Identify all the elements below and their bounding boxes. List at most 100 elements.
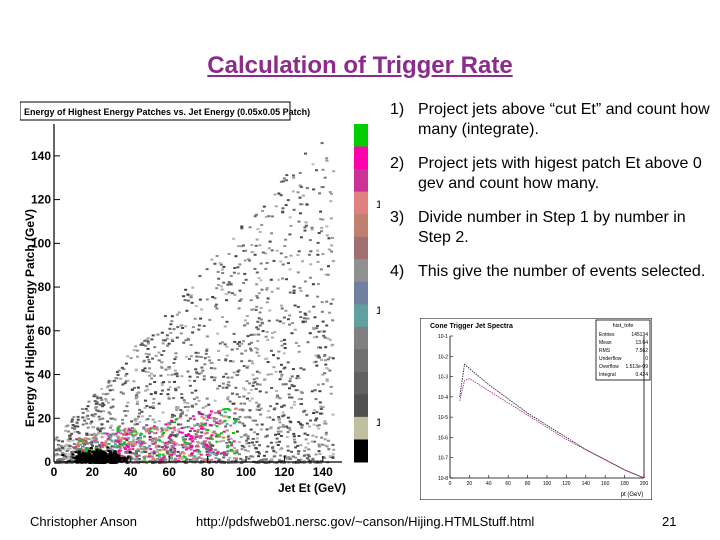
scatter-cell-colored — [214, 457, 218, 460]
scatter-cell — [135, 396, 139, 399]
scatter-cell — [255, 377, 259, 380]
scatter-cell — [295, 377, 299, 380]
scatter-cell — [65, 457, 69, 460]
scatter-cell — [208, 441, 211, 444]
scatter-cell — [300, 426, 304, 429]
scatter-cell — [296, 305, 300, 308]
scatter-cell — [237, 272, 240, 275]
scatter-cell-core — [91, 455, 95, 458]
scatter-cell — [100, 398, 104, 401]
scatter-cell — [170, 320, 174, 323]
scatter-cell — [216, 270, 220, 273]
scatter-cell-colored — [233, 457, 237, 460]
scatter-cell — [243, 388, 247, 391]
scatter-cell-colored — [218, 419, 222, 422]
stats-key: Underflow — [599, 356, 622, 362]
scatter-cell — [224, 425, 228, 428]
scatter-cell-colored — [77, 439, 81, 442]
scatter-cell — [145, 424, 149, 427]
scatter-cell — [326, 337, 330, 340]
scatter-cell — [102, 410, 106, 413]
scatter-cell — [141, 369, 145, 372]
scatter-cell — [148, 374, 152, 377]
stats-key: RMS — [599, 348, 611, 354]
scatter-cell — [107, 401, 110, 404]
scatter-cell — [292, 438, 296, 441]
scatter-cell — [269, 426, 273, 429]
scatter-cell — [246, 437, 250, 440]
scatter-cell-colored — [196, 428, 200, 431]
scatter-cell-colored — [205, 431, 209, 434]
scatter-cell-colored — [200, 441, 204, 444]
scatter-cell — [191, 331, 195, 334]
scatter-cell — [177, 386, 181, 389]
scatter-cell-colored — [156, 428, 160, 431]
scatter-cell-colored — [195, 458, 199, 461]
scatter-cell — [156, 333, 160, 336]
scatter-cell — [240, 461, 244, 464]
scatter-cell — [76, 430, 80, 433]
scatter-cell — [248, 359, 251, 362]
scatter-cell — [236, 418, 240, 421]
scatter-cell — [259, 428, 263, 431]
scatter-cell — [55, 436, 59, 439]
scatter-cell — [258, 383, 262, 386]
scatter-cell — [67, 430, 71, 433]
scatter-cell — [259, 407, 263, 410]
scatter-cell — [93, 413, 97, 416]
scatter-cell-colored — [203, 442, 207, 445]
scatter-cell — [136, 355, 139, 358]
scatter-cell — [90, 420, 94, 423]
scatter-cell-colored — [182, 439, 186, 442]
scatter-cell — [146, 388, 150, 391]
colorbar-label: 10-8 — [376, 302, 380, 317]
step-2-num: 2) — [390, 155, 405, 172]
scatter-cell — [163, 339, 167, 342]
inset-y-tick: 10-5 — [438, 415, 448, 421]
scatter-cell — [151, 405, 155, 407]
scatter-cell-colored — [191, 415, 195, 418]
scatter-cell — [58, 460, 62, 462]
scatter-cell — [309, 276, 312, 279]
scatter-cell-core — [106, 456, 110, 459]
footer-url[interactable]: http://pdsfweb01.nersc.gov/~canson/Hijin… — [196, 514, 535, 529]
step-1-num: 1) — [390, 101, 405, 118]
scatter-cell — [231, 392, 234, 395]
scatter-cell — [87, 417, 90, 420]
scatter-cell — [99, 410, 103, 413]
scatter-cell — [166, 373, 170, 376]
scatter-cell-colored — [215, 421, 219, 424]
inset-y-tick: 10-1 — [438, 334, 448, 340]
scatter-cell-colored — [195, 423, 199, 426]
step-3: 3) Divide number in Step 1 by number in S… — [390, 208, 710, 248]
scatter-cell-colored — [112, 450, 115, 452]
scatter-cell — [279, 454, 283, 457]
scatter-cell-colored — [215, 425, 219, 428]
scatter-cell — [152, 407, 155, 409]
scatter-cell — [323, 438, 327, 441]
scatter-cell — [299, 390, 303, 393]
scatter-cell — [81, 416, 85, 419]
scatter-cell-colored — [100, 436, 104, 439]
scatter-cell — [323, 444, 327, 447]
scatter-cell — [290, 375, 294, 378]
scatter-cell-colored — [206, 416, 210, 419]
scatter-cell-colored — [205, 443, 209, 446]
scatter-cell — [216, 284, 220, 286]
scatter-cell-colored — [169, 435, 173, 437]
scatter-cell — [313, 440, 316, 443]
scatter-cell — [197, 355, 201, 358]
scatter-cell — [189, 294, 193, 297]
colorbar-label: 10-9 — [376, 414, 380, 429]
scatter-cell — [129, 357, 133, 360]
y-tick-label: 60 — [38, 324, 52, 338]
scatter-cell-colored — [93, 435, 97, 438]
scatter-cell — [152, 374, 156, 377]
scatter-cell-colored — [101, 432, 105, 435]
scatter-cell-colored — [116, 427, 120, 430]
scatter-cell — [111, 380, 115, 383]
scatter-cell — [258, 444, 262, 447]
scatter-cell — [208, 318, 212, 321]
scatter-cell — [272, 455, 276, 458]
scatter-cell — [249, 455, 253, 458]
